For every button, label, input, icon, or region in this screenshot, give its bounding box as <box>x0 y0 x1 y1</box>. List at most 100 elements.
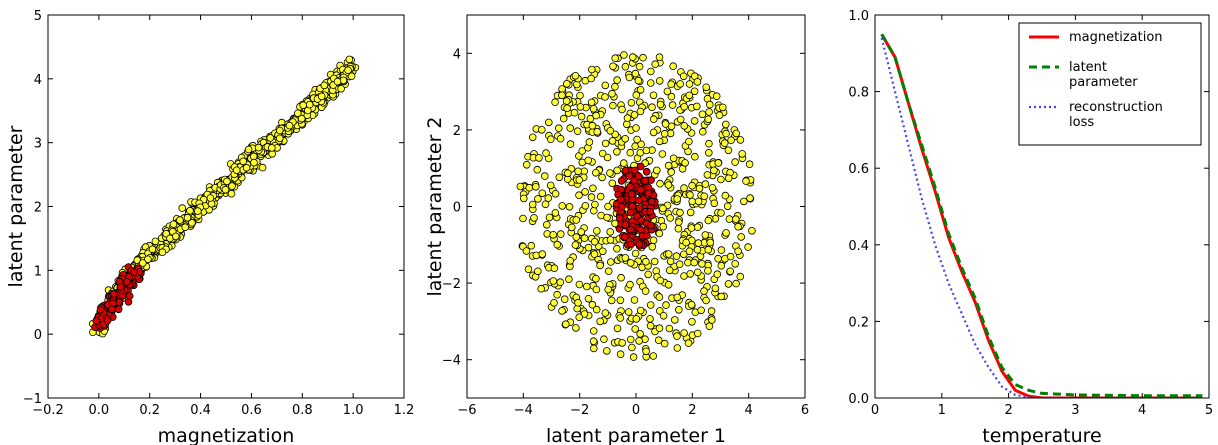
scatter-point <box>665 324 674 333</box>
y-tick-label: 1.0 <box>848 9 869 24</box>
scatter-point <box>648 243 657 251</box>
scatter-point <box>636 306 645 315</box>
scatter-point <box>572 324 580 332</box>
scatter-point <box>666 214 674 222</box>
scatter-point <box>562 80 571 88</box>
scatter-point <box>690 117 699 125</box>
scatter-point <box>588 121 597 130</box>
scatter-point <box>544 194 553 202</box>
scatter-point <box>592 285 601 294</box>
x-tick-label: 0.2 <box>139 403 160 418</box>
scatter-point <box>550 298 558 307</box>
scatter-point <box>659 311 668 320</box>
scatter-point <box>530 214 538 222</box>
scatter-point <box>673 344 682 352</box>
scatter-point <box>250 158 258 167</box>
scatter-point <box>558 85 566 93</box>
scatter-point <box>580 234 589 243</box>
scatter-point <box>566 124 574 132</box>
scatter-point <box>702 83 710 92</box>
scatter-point <box>647 221 655 230</box>
scatter-point <box>636 186 645 194</box>
scatter-point <box>560 295 569 304</box>
scatter-point <box>676 115 685 124</box>
scatter-point <box>613 148 621 156</box>
scatter-point <box>697 306 705 315</box>
x-tick-label: 0.6 <box>241 403 262 418</box>
scatter-point <box>344 66 352 75</box>
scatter-point <box>746 194 754 202</box>
scatter-point <box>670 316 679 324</box>
scatter-point <box>674 224 683 233</box>
scatter-point <box>566 140 575 148</box>
scatter-point <box>685 80 694 88</box>
scatter-point <box>623 114 632 122</box>
scatter-point <box>631 325 639 333</box>
scatter-point <box>704 149 713 157</box>
scatter-point <box>556 230 565 238</box>
y-tick-label: 0.6 <box>848 162 869 177</box>
scatter-point <box>546 135 555 144</box>
scatter-point <box>333 77 342 86</box>
legend-label-line: magnetization <box>1069 30 1163 45</box>
scatter-point <box>553 240 562 249</box>
scatter-point <box>592 305 601 314</box>
y-tick-label: 0.2 <box>848 315 869 330</box>
scatter-point <box>676 80 684 88</box>
y-tick-label: −2 <box>442 277 461 292</box>
y-tick-label: 3 <box>34 137 42 152</box>
x-tick-label: 0.4 <box>190 403 211 418</box>
scatter-point <box>558 202 566 210</box>
scatter-point <box>116 283 125 291</box>
scatter-point <box>688 181 696 190</box>
plot-area <box>88 55 360 338</box>
scatter-point <box>608 137 617 145</box>
y-tick-label: 4 <box>34 73 42 88</box>
scatter-point <box>712 92 721 100</box>
scatter-point <box>642 347 650 356</box>
scatter-point <box>574 167 582 176</box>
scatter-point <box>704 216 713 225</box>
scatter-point <box>701 180 710 188</box>
x-axis-label: magnetization <box>158 425 295 445</box>
scatter-point <box>626 335 635 344</box>
scatter-point <box>693 245 702 254</box>
x-tick-label: 0.0 <box>89 403 110 418</box>
scatter-point <box>714 159 723 167</box>
x-tick-label: 1 <box>938 403 946 418</box>
scatter-point <box>103 316 112 325</box>
scatter-point <box>642 146 651 155</box>
chart-panel-3: 0 1 2 3 4 5 0.0 0.2 0.4 0.6 0.8 1.0 temperature magne… <box>848 9 1213 445</box>
scatter-point <box>589 184 597 193</box>
scatter-point <box>555 173 564 182</box>
scatter-point <box>114 305 123 314</box>
scatter-point <box>603 153 612 162</box>
scatter-point <box>624 308 633 316</box>
scatter-point <box>649 352 658 360</box>
x-tick-label: 0 <box>632 403 640 418</box>
scatter-point <box>621 221 630 229</box>
x-tick-label: −4 <box>514 403 533 418</box>
scatter-point <box>590 250 599 258</box>
scatter-point <box>734 222 742 231</box>
x-tick-label: 2 <box>1004 403 1012 418</box>
scatter-point <box>711 284 720 293</box>
scatter-point <box>618 202 626 211</box>
scatter-point <box>537 284 545 293</box>
scatter-point <box>721 120 730 129</box>
scatter-point <box>630 111 639 119</box>
scatter-point <box>172 232 180 241</box>
scatter-point <box>598 247 607 256</box>
scatter-point <box>621 62 630 71</box>
scatter-point <box>646 301 655 309</box>
scatter-point <box>575 280 584 289</box>
scatter-point <box>717 246 726 254</box>
scatter-point <box>635 337 643 345</box>
scatter-point <box>628 343 636 352</box>
scatter-point <box>622 120 631 129</box>
scatter-point <box>593 127 601 136</box>
scatter-point <box>556 134 565 143</box>
scatter-point <box>558 91 566 100</box>
scatter-point <box>244 145 253 154</box>
scatter-point <box>665 266 674 275</box>
